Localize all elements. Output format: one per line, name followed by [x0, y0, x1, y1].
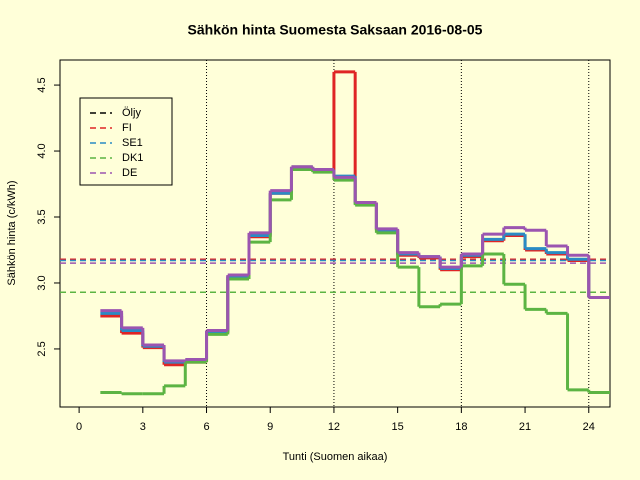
- y-axis-label: Sähkön hinta (c/kWh): [6, 180, 18, 285]
- x-tick-label: 18: [455, 421, 467, 433]
- x-tick-label: 3: [140, 421, 146, 433]
- x-tick-label: 12: [328, 421, 340, 433]
- legend-label: DE: [122, 167, 137, 179]
- y-tick-label: 3.0: [36, 275, 48, 290]
- x-axis-label: Tunti (Suomen aikaa): [283, 451, 388, 463]
- x-tick-label: 6: [203, 421, 209, 433]
- x-tick-label: 24: [583, 421, 595, 433]
- legend-label: FI: [122, 122, 132, 134]
- chart-title: Sähkön hinta Suomesta Saksaan 2016-08-05: [188, 22, 483, 38]
- x-tick-label: 21: [519, 421, 531, 433]
- legend-label: Öljy: [122, 107, 141, 119]
- y-tick-label: 3.5: [36, 209, 48, 224]
- x-tick-label: 9: [267, 421, 273, 433]
- legend-label: DK1: [122, 152, 143, 164]
- y-tick-label: 2.5: [36, 341, 48, 356]
- plot-box: [59, 59, 611, 408]
- x-tick-label: 0: [76, 421, 82, 433]
- y-tick-label: 4.5: [36, 77, 48, 92]
- x-tick-label: 15: [392, 421, 404, 433]
- y-tick-label: 4.0: [36, 143, 48, 158]
- legend-label: SE1: [122, 137, 143, 149]
